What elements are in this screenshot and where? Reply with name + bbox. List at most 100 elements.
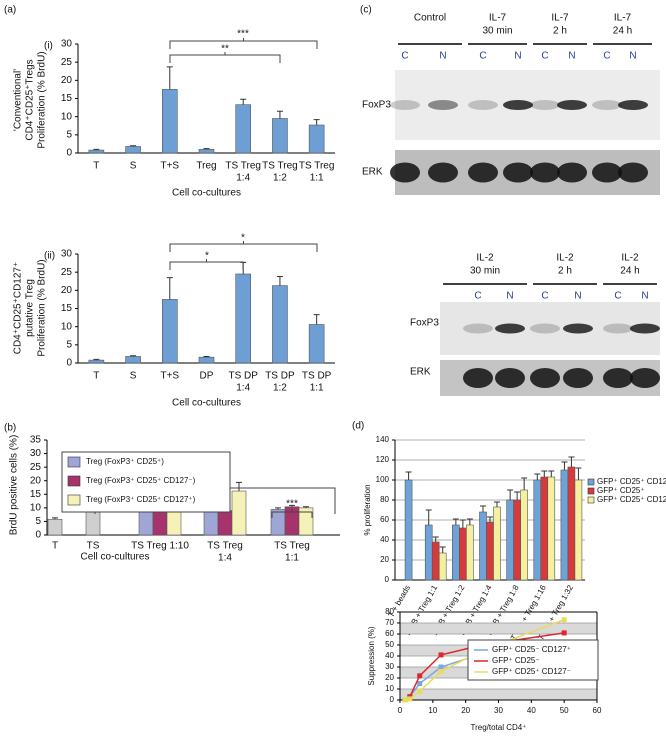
x-tick-label: TS DP	[265, 371, 295, 382]
x-tick-label: 0	[398, 706, 403, 715]
y-tick-label: 10	[61, 321, 73, 332]
error-bar	[439, 546, 446, 553]
error-bar	[275, 507, 281, 510]
point	[561, 630, 567, 636]
error-bar	[521, 477, 528, 490]
y-tick-label: 0	[66, 358, 72, 369]
bar	[88, 359, 105, 364]
y-tick-label: 70	[385, 618, 394, 627]
blot-band	[618, 162, 648, 183]
y-tick-label: 20	[380, 555, 389, 564]
blot-band	[428, 100, 458, 110]
error-bar	[303, 506, 309, 508]
y-tick-label: 0	[35, 530, 41, 541]
blot-band	[390, 162, 420, 183]
blot-band	[503, 162, 533, 183]
blot-band	[530, 323, 560, 334]
bar	[513, 499, 521, 581]
y-axis-label: Proliferation (% BrdU)	[37, 51, 48, 148]
blot-band	[603, 368, 633, 388]
bar	[466, 524, 474, 581]
y-tick-label: 30	[61, 39, 73, 50]
y-tick-label: 20	[61, 75, 73, 86]
blot-band	[530, 162, 560, 183]
condition-label: 30 min	[482, 26, 512, 37]
blot-band	[495, 323, 525, 334]
y-tick-label: 10	[61, 111, 73, 122]
error-bar	[487, 516, 493, 522]
y-tick-label: 40	[380, 535, 389, 544]
y-axis-label: putative Treg	[25, 279, 36, 337]
lane-label: C	[603, 51, 610, 62]
x-tick-label: T	[93, 371, 99, 382]
bar	[47, 518, 63, 536]
bar	[272, 285, 288, 364]
error-bar	[432, 536, 439, 542]
x-tick-label: S	[130, 161, 137, 172]
blot-band	[592, 162, 622, 183]
x-tick-label: 60	[593, 706, 602, 715]
y-tick-label: 5	[66, 339, 72, 350]
y-axis-label: 'Conventional'	[13, 69, 24, 131]
x-tick-label: DP	[200, 371, 214, 382]
bar	[235, 273, 252, 364]
x-tick-label: TS DP	[228, 371, 258, 382]
error-bar	[166, 66, 173, 90]
error-bar	[459, 519, 466, 528]
blot-band	[530, 100, 560, 110]
error-bar	[313, 119, 320, 126]
lane-label: C	[479, 51, 486, 62]
error-bar	[514, 491, 521, 500]
bar	[308, 124, 325, 154]
error-bar	[276, 110, 283, 119]
legend-label: GFP⁺ CD25⁺ CD127⁻	[597, 495, 666, 504]
x-tick-label: T+S	[160, 161, 179, 172]
blot-band	[592, 100, 622, 110]
lane-label: N	[629, 51, 636, 62]
y-axis-label: BrdU positive cells (%)	[9, 435, 20, 536]
bar	[459, 527, 467, 581]
error-bar	[452, 518, 459, 525]
y-tick-label: 80	[385, 607, 394, 616]
y-axis-label: Suppression (%)	[367, 626, 376, 685]
blot-band	[530, 368, 560, 388]
x-tick-label: TS Treg	[225, 161, 261, 172]
x-tick-label: Treg	[196, 161, 216, 172]
x-tick-label: 20	[461, 706, 470, 715]
y-tick-label: 30	[30, 448, 42, 459]
point	[561, 617, 567, 623]
condition-label: 24 h	[620, 266, 639, 277]
panel-label: (d)	[352, 421, 364, 432]
x-tick-label: TS Treg	[299, 161, 335, 172]
row-label: ERK	[362, 167, 383, 178]
legend-label: Treg (FoxP3⁺ CD25⁺)	[86, 457, 164, 466]
error-bar	[240, 98, 247, 105]
y-tick-label: 80	[380, 495, 389, 504]
x-tick-label: 1:2	[273, 173, 287, 184]
panel-label: (a)	[4, 5, 16, 16]
x-tick-label: S	[130, 371, 137, 382]
bar	[493, 506, 501, 581]
legend-label: GFP⁺ CD25⁻	[492, 656, 540, 665]
x-tick-label: TS Treg 1:10	[131, 541, 189, 552]
legend-swatch	[67, 456, 81, 468]
y-tick-label: 25	[30, 462, 42, 473]
legend-swatch	[67, 494, 81, 506]
x-tick-label: T	[93, 161, 99, 172]
bar	[161, 299, 178, 364]
significance-bracket	[169, 38, 318, 49]
blot-band	[630, 368, 660, 388]
significance-bracket	[169, 259, 244, 270]
y-tick-label: 30	[385, 662, 394, 671]
bar	[452, 524, 460, 581]
x-tick-label: TS	[87, 541, 100, 552]
significance-label: ***	[237, 29, 249, 40]
row-label: FoxP3	[410, 318, 439, 329]
x-axis-label: Cell co-cultures	[172, 398, 241, 409]
blot-band	[468, 162, 498, 183]
significance-label: ***	[286, 499, 298, 510]
x-tick-label: 1:4	[218, 553, 232, 564]
condition-label: 30 min	[470, 266, 500, 277]
lane-label: N	[574, 291, 581, 302]
bar	[272, 118, 288, 154]
